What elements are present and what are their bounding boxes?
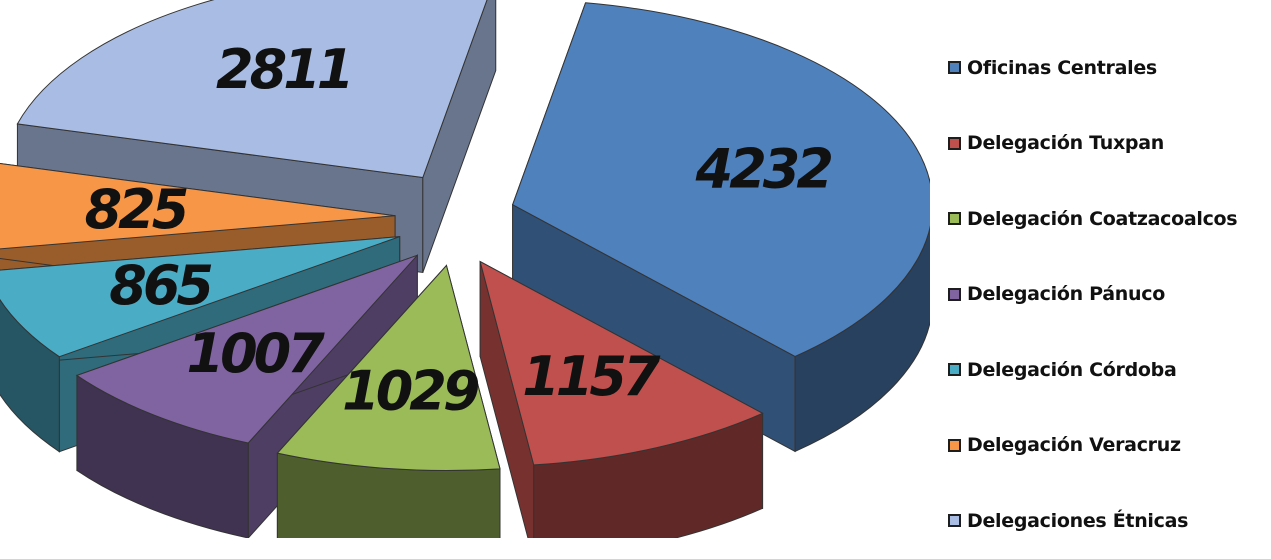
- pie-value-label: 4232: [695, 137, 832, 200]
- legend-item: Delegaciones Étnicas: [948, 483, 1268, 559]
- pie-slice: [479, 260, 764, 559]
- legend-item: Oficinas Centrales: [948, 30, 1268, 106]
- legend-swatch: [948, 61, 961, 75]
- pie-value-label: 1007: [187, 322, 326, 385]
- legend-item: Delegación Córdoba: [948, 332, 1268, 408]
- pie-value-label: 1029: [342, 359, 479, 422]
- pie-slice-top: [479, 260, 764, 466]
- legend-label: Delegaciones Étnicas: [967, 509, 1189, 532]
- legend-label: Oficinas Centrales: [967, 56, 1157, 79]
- legend-swatch: [948, 438, 961, 452]
- legend-swatch: [948, 514, 961, 528]
- legend-label: Delegación Coatzacoalcos: [967, 207, 1238, 230]
- pie-slice-top: [75, 254, 418, 444]
- pie-value-label: 2811: [216, 38, 350, 101]
- pie-slice-top: [16, 0, 488, 179]
- legend-swatch: [948, 363, 961, 377]
- legend-item: Delegación Veracruz: [948, 408, 1268, 484]
- legend-label: Delegación Veracruz: [967, 434, 1181, 457]
- legend-item: Delegación Tuxpan: [948, 106, 1268, 182]
- pie-slice-top: [512, 2, 934, 357]
- pie-chart: 4232 1157 1029 1007 865 825 2811 Oficinas Cent…: [0, 0, 1238, 559]
- pie-slice: [276, 264, 501, 559]
- legend-swatch: [948, 212, 961, 226]
- pie-value-label: 1157: [522, 345, 661, 408]
- legend-swatch: [948, 287, 961, 301]
- pie-slice-top: [0, 163, 396, 250]
- legend-label: Delegación Tuxpan: [967, 132, 1164, 155]
- legend-label: Delegación Córdoba: [967, 358, 1177, 381]
- legend-item: Delegación Pánuco: [948, 257, 1268, 333]
- legend-label: Delegación Pánuco: [967, 283, 1165, 306]
- pie-slice-top: [276, 264, 501, 471]
- legend-item: Delegación Coatzacoalcos: [948, 181, 1268, 257]
- pie-slice: [512, 2, 934, 453]
- pie-value-label: 865: [109, 254, 211, 317]
- pie-value-label: 825: [85, 178, 187, 241]
- legend-swatch: [948, 136, 961, 150]
- legend: Oficinas Centrales Delegación Tuxpan Del…: [948, 30, 1268, 559]
- pie-slice-top: [0, 236, 400, 358]
